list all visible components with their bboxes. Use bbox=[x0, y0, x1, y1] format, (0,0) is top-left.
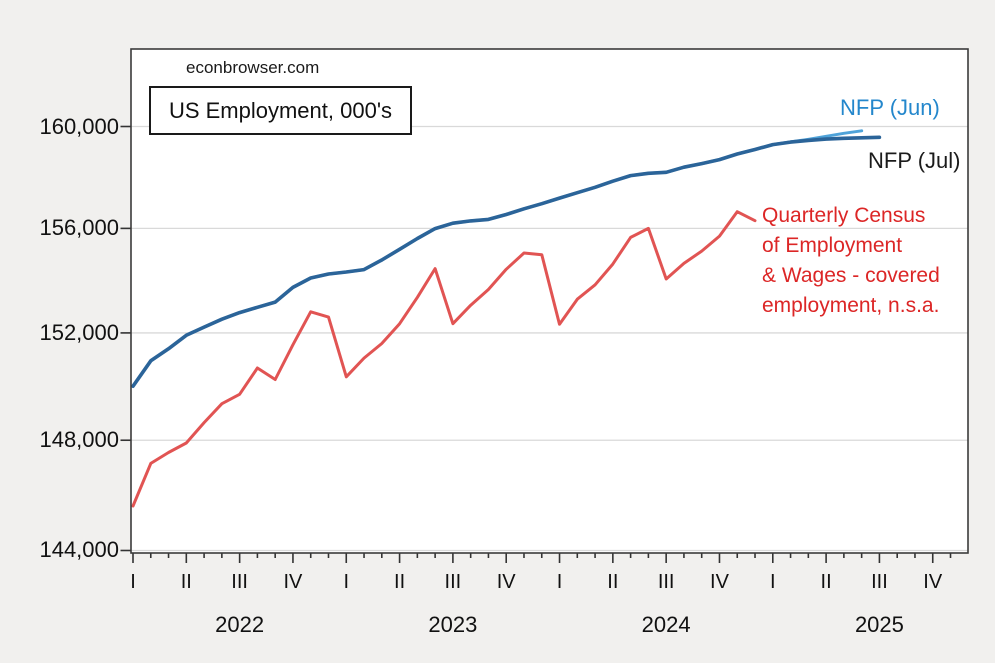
quarter-label: II bbox=[180, 571, 192, 593]
qcew-label-line: & Wages - covered bbox=[762, 264, 940, 287]
quarter-label: II bbox=[820, 571, 832, 593]
qcew-label-line: of Employment bbox=[762, 234, 903, 257]
quarter-label: IV bbox=[923, 571, 943, 593]
year-label: 2022 bbox=[215, 612, 265, 637]
year-label: 2024 bbox=[641, 612, 691, 637]
qcew-label-line: employment, n.s.a. bbox=[762, 294, 940, 317]
quarter-label: IV bbox=[710, 571, 729, 593]
quarter-label: III bbox=[231, 571, 248, 593]
plot-frame bbox=[130, 48, 969, 554]
year-label: 2023 bbox=[428, 612, 478, 637]
quarter-label: I bbox=[556, 571, 563, 593]
chart-title-box: US Employment, 000's bbox=[149, 86, 412, 135]
quarter-label: III bbox=[444, 571, 462, 593]
series-label-nfp-jun: NFP (Jun) bbox=[840, 95, 940, 120]
quarter-label: IV bbox=[496, 571, 516, 593]
quarter-label: III bbox=[871, 571, 888, 593]
y-axis-label: 152,000 bbox=[39, 319, 119, 345]
qcew-label-line: Quarterly Census bbox=[762, 204, 926, 227]
y-axis-label: 144,000 bbox=[39, 537, 119, 562]
year-label: 2025 bbox=[854, 612, 904, 637]
y-axis-label: 148,000 bbox=[39, 427, 119, 453]
series-label-nfp-jul: NFP (Jul) bbox=[868, 148, 961, 173]
series-line-1 bbox=[131, 135, 882, 388]
series-line-2 bbox=[131, 210, 757, 508]
quarter-label: II bbox=[394, 571, 406, 593]
quarter-label: I bbox=[130, 571, 136, 593]
watermark: econbrowser.com bbox=[186, 58, 320, 77]
quarter-label: IV bbox=[283, 571, 303, 593]
quarter-label: I bbox=[343, 571, 350, 593]
quarter-label: I bbox=[770, 571, 776, 593]
chart-title: US Employment, 000's bbox=[168, 97, 393, 123]
series-label-qcew: Quarterly Census of Employment & Wages - c… bbox=[762, 201, 940, 321]
quarter-label: II bbox=[607, 571, 619, 593]
quarter-label: III bbox=[657, 571, 675, 593]
y-axis-label: 160,000 bbox=[39, 113, 119, 139]
y-axis-label: 156,000 bbox=[39, 215, 119, 241]
